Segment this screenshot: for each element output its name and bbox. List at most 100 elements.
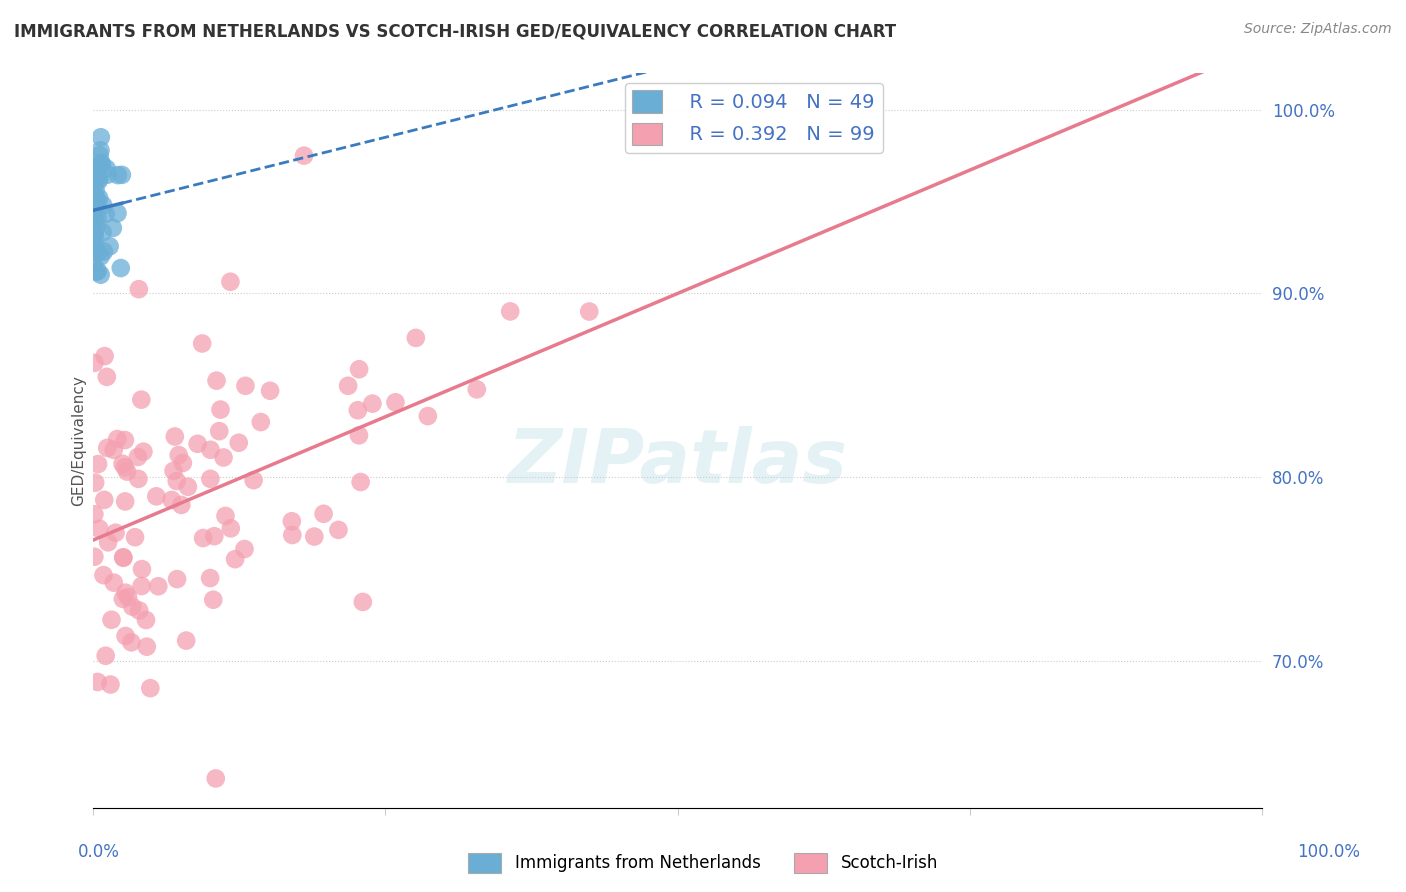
Point	[83, 240, 105, 254]
Point	[97, 535, 120, 549]
Point	[112, 550, 135, 565]
Point	[91, 157, 114, 171]
Point	[162, 464, 184, 478]
Text: IMMIGRANTS FROM NETHERLANDS VS SCOTCH-IRISH GED/EQUIVALENCY CORRELATION CHART: IMMIGRANTS FROM NETHERLANDS VS SCOTCH-IR…	[14, 22, 896, 40]
Point	[200, 472, 222, 486]
Point	[89, 522, 111, 536]
Point	[87, 457, 110, 471]
Point	[100, 613, 122, 627]
Point	[127, 472, 149, 486]
Point	[83, 212, 105, 227]
Point	[578, 304, 600, 318]
Point	[103, 442, 125, 457]
Point	[163, 429, 186, 443]
Point	[84, 184, 107, 198]
Point	[219, 275, 242, 289]
Point	[347, 403, 370, 417]
Point	[347, 362, 370, 376]
Point	[135, 613, 157, 627]
Point	[83, 549, 105, 564]
Point	[93, 492, 115, 507]
Point	[86, 192, 108, 206]
Point	[90, 249, 112, 263]
Point	[86, 675, 108, 690]
Point	[121, 599, 143, 614]
Point	[111, 591, 134, 606]
Point	[209, 402, 232, 417]
Point	[281, 514, 304, 528]
Point	[103, 575, 125, 590]
Point	[172, 456, 194, 470]
Point	[499, 304, 522, 318]
Point	[347, 428, 370, 442]
Text: Source: ZipAtlas.com: Source: ZipAtlas.com	[1244, 22, 1392, 37]
Point	[84, 475, 107, 490]
Point	[96, 441, 118, 455]
Point	[384, 395, 406, 409]
Point	[83, 190, 105, 204]
Point	[198, 571, 221, 585]
Point	[202, 529, 225, 543]
Point	[114, 433, 136, 447]
Point	[94, 207, 117, 221]
Point	[96, 369, 118, 384]
Point	[328, 523, 350, 537]
Point	[132, 444, 155, 458]
Point	[166, 572, 188, 586]
Point	[135, 640, 157, 654]
Point	[235, 379, 257, 393]
Point	[115, 465, 138, 479]
Point	[208, 424, 231, 438]
Point	[98, 239, 121, 253]
Point	[145, 489, 167, 503]
Point	[212, 450, 235, 465]
Point	[111, 457, 134, 471]
Point	[111, 168, 134, 182]
Point	[89, 159, 111, 173]
Point	[110, 261, 132, 276]
Point	[304, 530, 326, 544]
Y-axis label: GED/Equivalency: GED/Equivalency	[72, 375, 86, 506]
Point	[107, 168, 129, 182]
Point	[187, 437, 209, 451]
Point	[87, 211, 110, 225]
Point	[292, 148, 315, 162]
Legend: Immigrants from Netherlands, Scotch-Irish: Immigrants from Netherlands, Scotch-Iris…	[461, 847, 945, 880]
Point	[83, 258, 105, 272]
Point	[249, 415, 271, 429]
Point	[166, 474, 188, 488]
Text: 0.0%: 0.0%	[77, 843, 120, 861]
Point	[112, 550, 135, 565]
Point	[83, 226, 105, 240]
Point	[177, 480, 200, 494]
Point	[84, 164, 107, 178]
Point	[131, 392, 153, 407]
Point	[205, 374, 228, 388]
Text: 100.0%: 100.0%	[1298, 843, 1360, 861]
Point	[174, 633, 197, 648]
Point	[405, 331, 427, 345]
Point	[83, 172, 105, 186]
Point	[84, 173, 107, 187]
Point	[96, 161, 118, 176]
Point	[114, 494, 136, 508]
Point	[91, 225, 114, 239]
Point	[170, 498, 193, 512]
Point	[84, 265, 107, 279]
Point	[416, 409, 439, 423]
Point	[259, 384, 281, 398]
Point	[104, 525, 127, 540]
Point	[87, 174, 110, 188]
Point	[131, 579, 153, 593]
Point	[83, 508, 105, 522]
Point	[83, 356, 105, 370]
Point	[114, 629, 136, 643]
Point	[202, 592, 225, 607]
Point	[89, 143, 111, 157]
Point	[200, 442, 222, 457]
Point	[128, 603, 150, 617]
Point	[114, 585, 136, 599]
Point	[214, 508, 236, 523]
Point	[127, 450, 149, 464]
Point	[83, 219, 105, 234]
